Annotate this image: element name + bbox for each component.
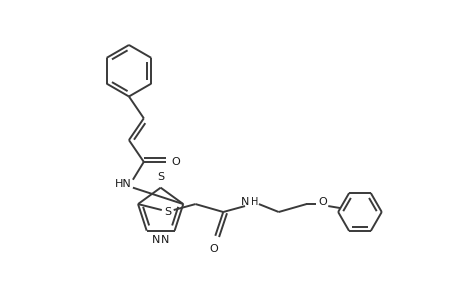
Text: N: N (161, 235, 169, 244)
Text: N: N (151, 235, 160, 244)
Text: N: N (241, 197, 249, 207)
Text: O: O (208, 244, 217, 254)
Text: O: O (317, 197, 326, 207)
Text: S: S (164, 207, 171, 217)
Text: HN: HN (114, 179, 131, 189)
Text: S: S (157, 172, 164, 182)
Text: H: H (251, 197, 258, 207)
Text: O: O (171, 157, 180, 167)
